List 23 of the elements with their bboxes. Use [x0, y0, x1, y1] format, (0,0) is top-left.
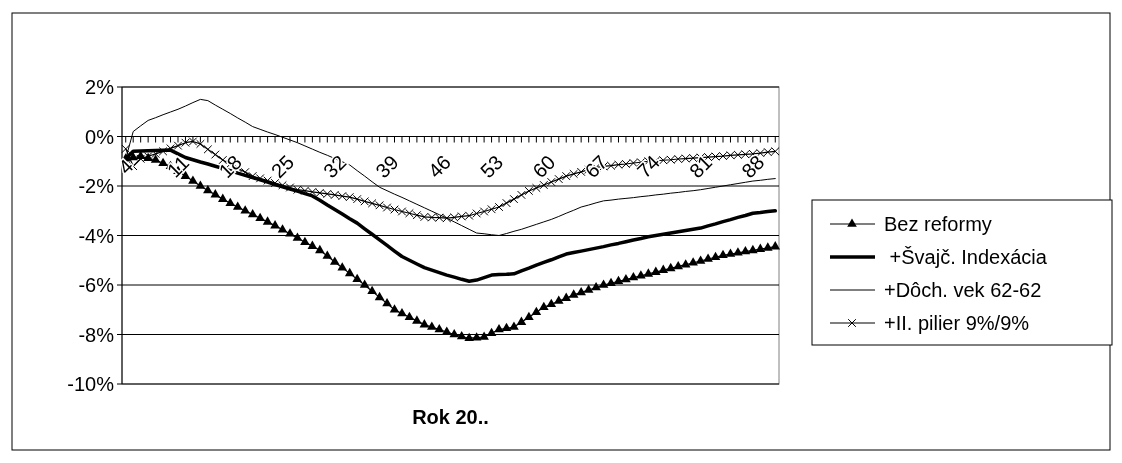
x-axis-title: Rok 20..	[412, 406, 489, 428]
x-tick-label: 81	[684, 150, 717, 183]
y-tick-label: -2%	[78, 175, 115, 197]
x-tick-label: 46	[423, 150, 455, 183]
x-tick-label: 39	[371, 150, 403, 183]
y-tick-label: -10%	[67, 373, 115, 395]
y-tick-label: -4%	[78, 224, 115, 247]
x-tick-label: 32	[319, 150, 351, 183]
y-tick-label: 2%	[85, 76, 115, 98]
legend-label: +Švajč. Indexácia	[884, 246, 1048, 268]
x-tick-label: 67	[580, 150, 612, 183]
y-tick-label: -8%	[78, 323, 115, 346]
x-tick-label: 4	[114, 154, 138, 179]
x-tick-label: 25	[266, 150, 299, 183]
x-tick-label: 60	[528, 150, 560, 183]
legend-label: +Dôch. vek 62-62	[884, 279, 1042, 301]
x-tick-label: 53	[475, 150, 508, 183]
y-tick-label: 0%	[85, 125, 115, 148]
legend-label: +II. pilier 9%/9%	[884, 312, 1030, 334]
y-tick-label: -6%	[78, 274, 115, 296]
x-tick-label: 74	[632, 150, 664, 183]
x-tick-label: 88	[737, 150, 769, 183]
legend-label: Bez reformy	[884, 213, 992, 235]
